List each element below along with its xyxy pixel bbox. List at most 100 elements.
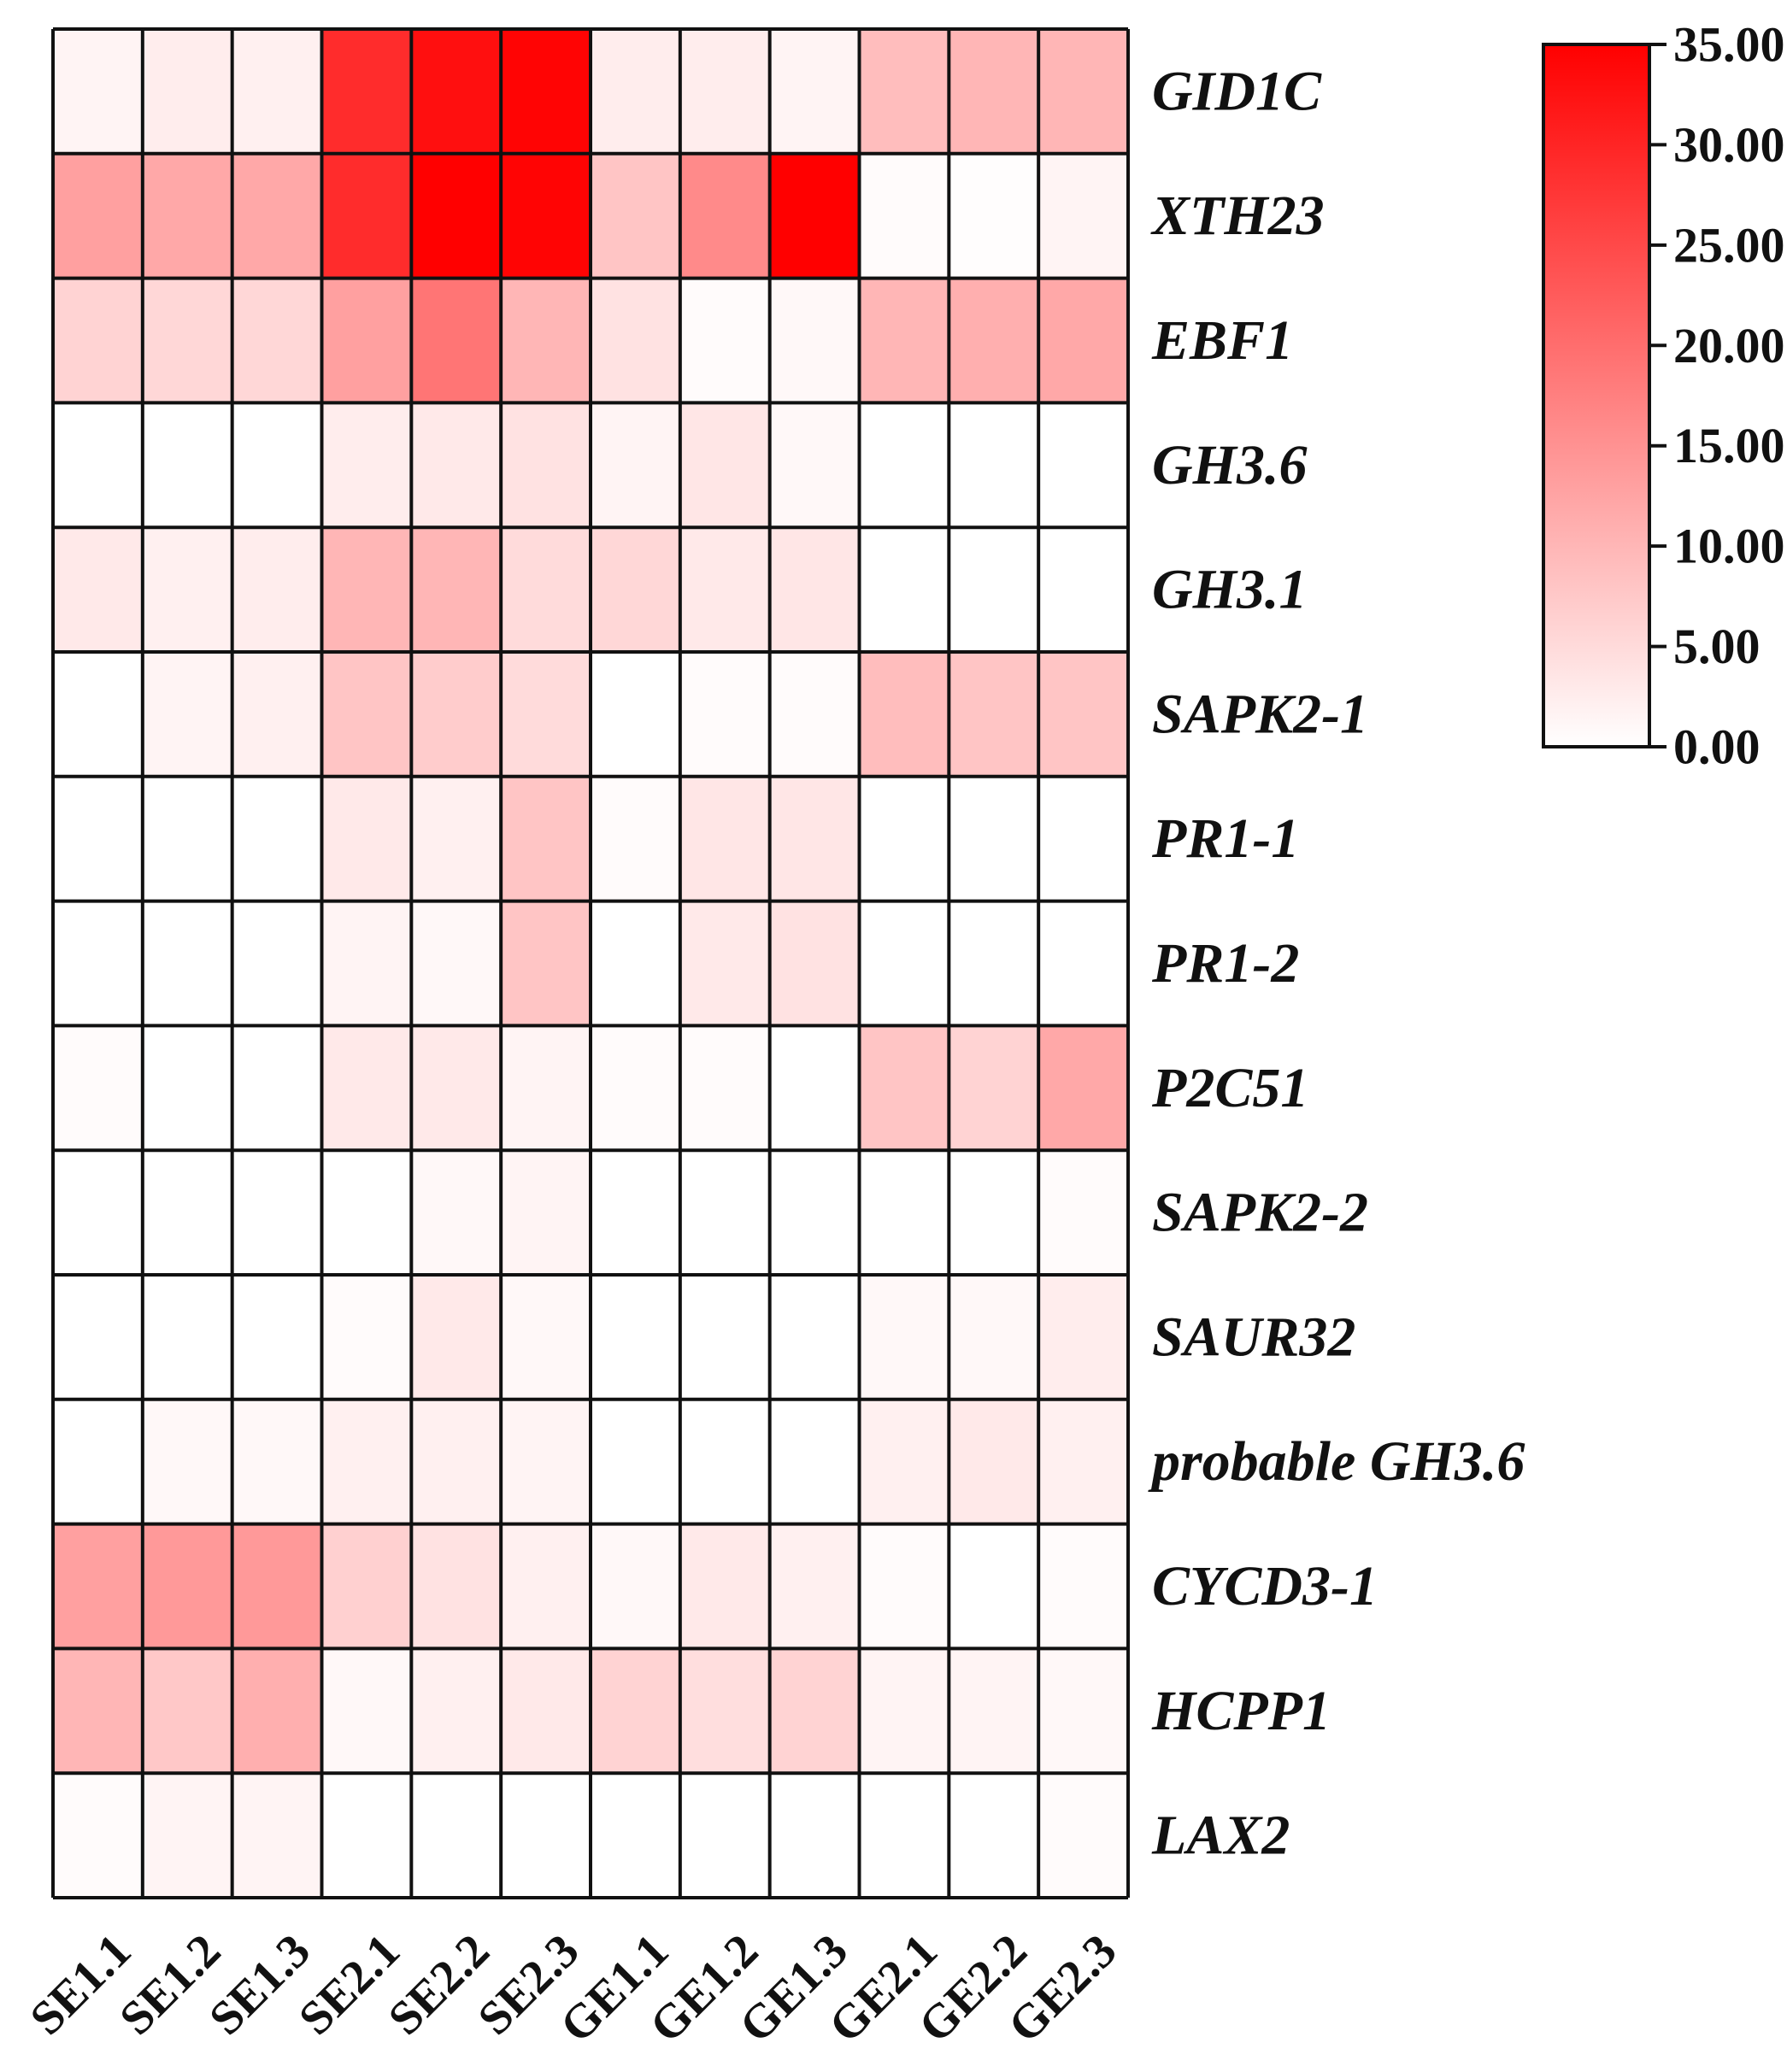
heatmap-cell	[859, 527, 949, 652]
heatmap-cell	[769, 278, 860, 403]
heatmap-cell	[859, 1025, 949, 1151]
heatmap-grid	[51, 27, 1130, 1899]
heatmap-cell	[142, 1025, 232, 1151]
gene-label: PR1-1	[1151, 807, 1299, 870]
heatmap-cell	[142, 1523, 232, 1649]
heatmap-cell	[501, 278, 591, 403]
heatmap-cell	[501, 1025, 591, 1151]
colorbar-tick-label: 5.00	[1673, 619, 1761, 674]
heatmap-cell	[859, 1150, 949, 1275]
sample-label: SE1.3	[199, 1924, 320, 2046]
gene-label: XTH23	[1150, 185, 1325, 247]
heatmap-cell	[411, 1399, 502, 1524]
heatmap-cell	[949, 652, 1039, 777]
heatmap-cell	[232, 1523, 322, 1649]
gene-label: PR1-2	[1151, 932, 1299, 995]
heatmap-cell	[411, 1773, 502, 1898]
heatmap-cell	[679, 402, 770, 528]
heatmap-cell	[232, 776, 322, 901]
heatmap-cell	[591, 1773, 680, 1898]
heatmap-cell	[1038, 402, 1128, 528]
sample-label: SE2.1	[289, 1924, 410, 2046]
heatmap-cell	[1038, 1648, 1128, 1774]
heatmap-cell	[859, 776, 949, 901]
heatmap-cell	[411, 153, 502, 279]
heatmap-cell	[1038, 1773, 1128, 1898]
heatmap-cell	[949, 776, 1039, 901]
heatmap-cell	[949, 153, 1039, 279]
heatmap-cell	[53, 776, 143, 901]
heatmap-cell	[142, 1275, 232, 1400]
heatmap-cell	[591, 1150, 680, 1275]
gene-label: probable GH3.6	[1148, 1430, 1525, 1493]
heatmap-cell	[232, 153, 322, 279]
heatmap-cell	[591, 1648, 680, 1774]
heatmap-cell	[321, 1648, 412, 1774]
heatmap-cell	[232, 1773, 322, 1898]
heatmap-cell	[411, 1275, 502, 1400]
heatmap-cell	[501, 901, 591, 1026]
heatmap-cell	[232, 29, 322, 154]
heatmap-cell	[1038, 29, 1128, 154]
heatmap-cell	[53, 1150, 143, 1275]
sample-labels: SE1.1SE1.2SE1.3SE2.1SE2.2SE2.3GE1.1GE1.2…	[21, 1924, 1127, 2053]
heatmap-cell	[53, 153, 143, 279]
heatmap-cell	[142, 901, 232, 1026]
heatmap-cell	[501, 153, 591, 279]
heatmap-cell	[769, 402, 860, 528]
heatmap-cell	[501, 1523, 591, 1649]
gene-label: SAUR32	[1152, 1306, 1355, 1368]
heatmap-cell	[591, 278, 680, 403]
heatmap-cell	[53, 901, 143, 1026]
heatmap-cell	[411, 278, 502, 403]
heatmap-cell	[769, 1025, 860, 1151]
heatmap-cell	[411, 29, 502, 154]
heatmap-cell	[501, 1150, 591, 1275]
heatmap-cell	[949, 1275, 1039, 1400]
heatmap-cell	[142, 1773, 232, 1898]
heatmap-cell	[679, 1648, 770, 1774]
heatmap-cell	[769, 1648, 860, 1774]
heatmap-cell	[859, 901, 949, 1026]
heatmap-cell	[949, 1399, 1039, 1524]
heatmap-cell	[769, 776, 860, 901]
heatmap-cell	[1038, 153, 1128, 279]
gene-label: GH3.1	[1152, 559, 1308, 621]
heatmap-cell	[232, 652, 322, 777]
heatmap-cell	[679, 901, 770, 1026]
sample-label: SE2.2	[379, 1924, 500, 2046]
colorbar-gradient	[1542, 43, 1651, 748]
heatmap-cell	[859, 652, 949, 777]
heatmap-cell	[679, 1399, 770, 1524]
gene-label: SAPK2-2	[1152, 1182, 1368, 1244]
heatmap-cell	[142, 527, 232, 652]
gene-label: P2C51	[1151, 1057, 1308, 1119]
colorbar-tick-label: 35.00	[1673, 17, 1785, 73]
heatmap-cell	[53, 1399, 143, 1524]
heatmap-cell	[859, 153, 949, 279]
heatmap-cell	[949, 1648, 1039, 1774]
heatmap-cell	[591, 776, 680, 901]
heatmap-cell	[321, 278, 412, 403]
heatmap-cell	[501, 402, 591, 528]
heatmap-cell	[591, 1399, 680, 1524]
heatmap-cell	[769, 1523, 860, 1649]
heatmap-cell	[949, 1025, 1039, 1151]
heatmap-cell	[53, 1523, 143, 1649]
heatmap-cell	[321, 153, 412, 279]
heatmap-cell	[411, 901, 502, 1026]
heatmap-cell	[679, 29, 770, 154]
heatmap-cell	[949, 29, 1039, 154]
heatmap-cell	[232, 1025, 322, 1151]
heatmap-cell	[1038, 776, 1128, 901]
heatmap-cell	[411, 1150, 502, 1275]
heatmap-cell	[1038, 1150, 1128, 1275]
heatmap-cell	[591, 1523, 680, 1649]
colorbar: 0.00 5.00 10.00 15.00 20.00 25.00 30.00 35.00	[1542, 17, 1785, 775]
heatmap-cell	[501, 1399, 591, 1524]
colorbar-tick-label: 15.00	[1673, 418, 1785, 473]
sample-label: SE1.1	[21, 1924, 142, 2046]
heatmap-cell	[949, 527, 1039, 652]
heatmap-cell	[232, 402, 322, 528]
heatmap-cell	[859, 1773, 949, 1898]
